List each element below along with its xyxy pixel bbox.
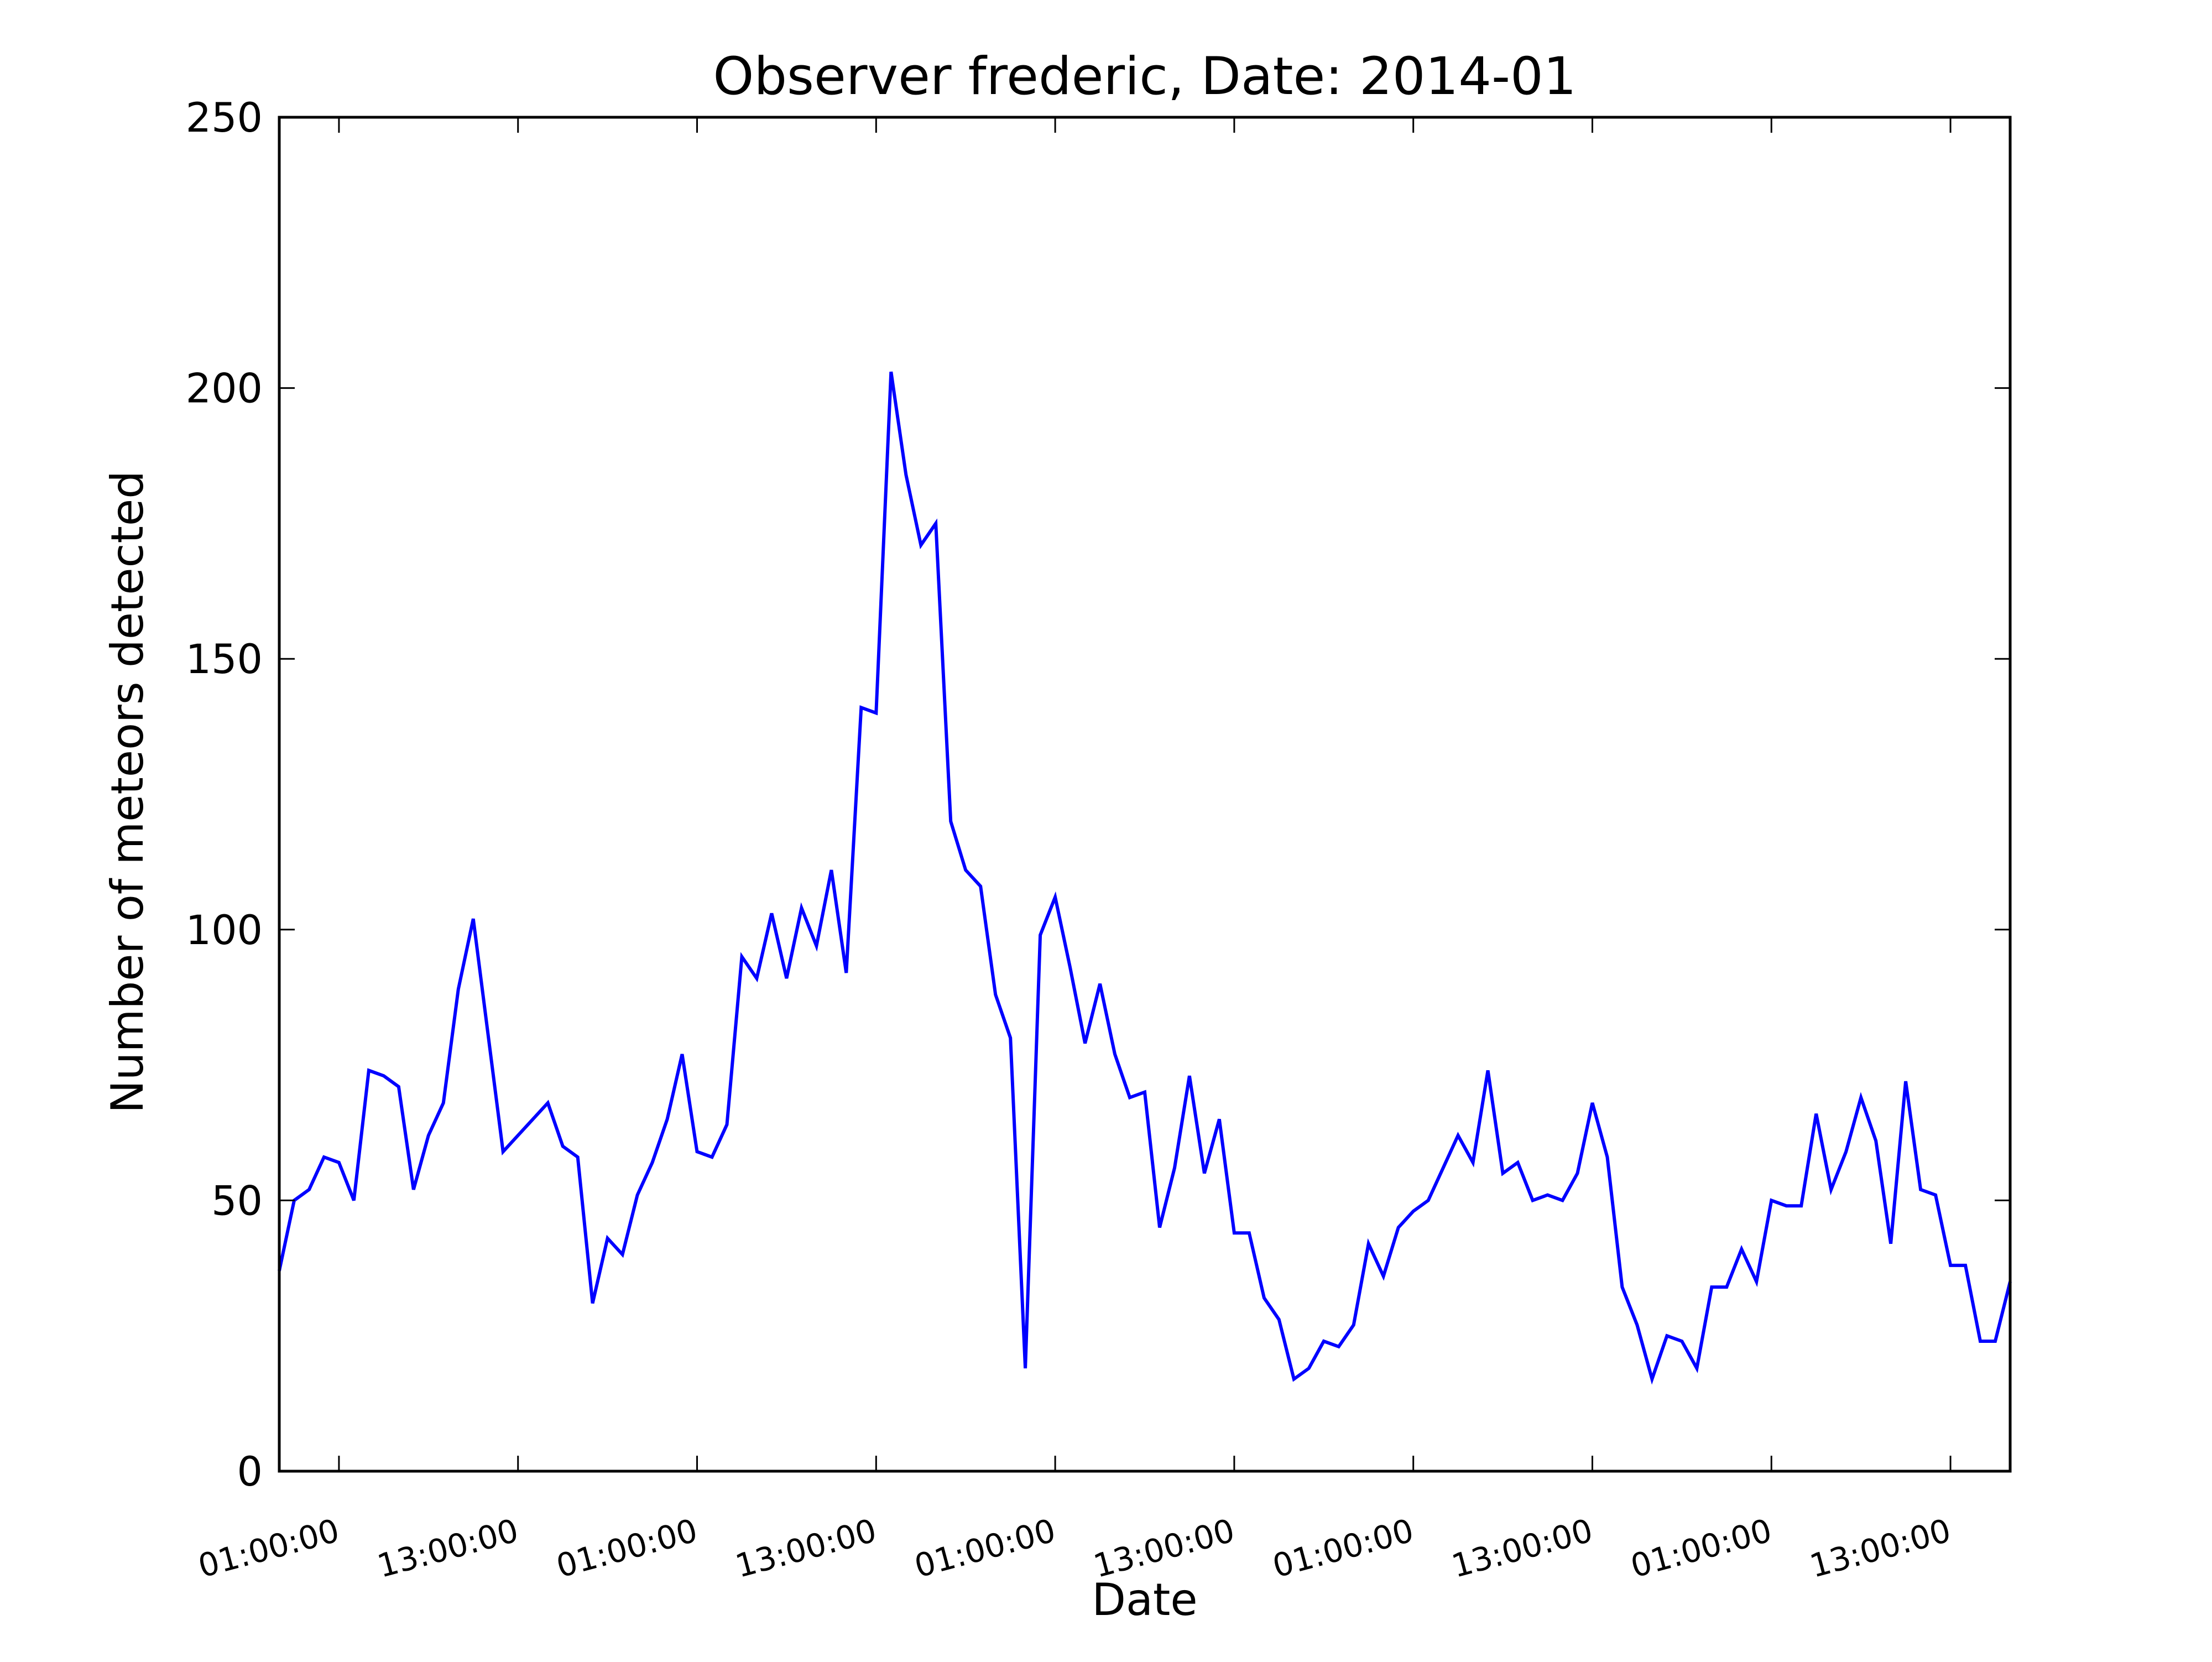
y-tick-label: 150 — [186, 636, 263, 683]
plot-frame — [278, 116, 2012, 1473]
y-tick-label: 0 — [237, 1449, 263, 1496]
y-tick-label: 50 — [211, 1178, 263, 1225]
y-tick-label: 200 — [186, 366, 263, 413]
x-axis-label: Date — [1092, 1574, 1197, 1625]
chart-title: Observer frederic, Date: 2014-01 — [713, 46, 1576, 107]
series-line — [278, 371, 2012, 1385]
y-tick-label: 100 — [186, 907, 263, 954]
y-axis-label: Number of meteors detected — [102, 471, 153, 1113]
y-tick-label: 250 — [186, 95, 263, 142]
